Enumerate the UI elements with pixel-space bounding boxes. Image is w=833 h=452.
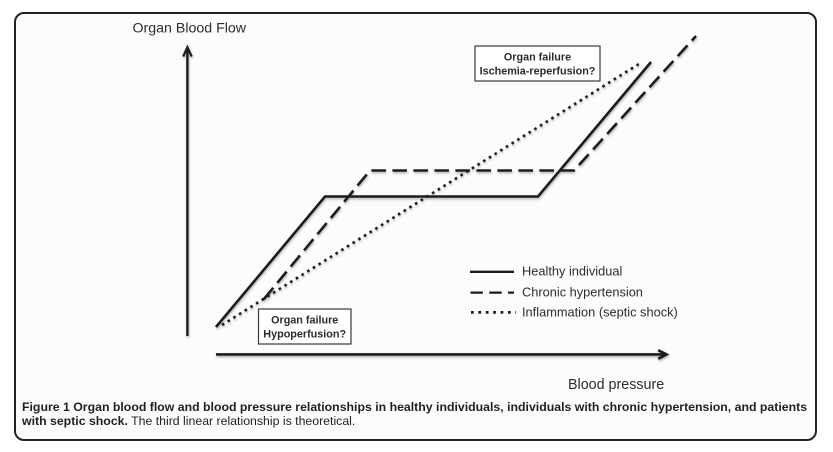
svg-text:Hypoperfusion?: Hypoperfusion? — [263, 329, 346, 341]
svg-text:Chronic hypertension: Chronic hypertension — [522, 284, 643, 299]
svg-text:Organ Blood Flow: Organ Blood Flow — [133, 20, 247, 36]
svg-text:Healthy individual: Healthy individual — [522, 264, 622, 279]
svg-text:Ischemia-reperfusion?: Ischemia-reperfusion? — [480, 66, 596, 78]
svg-text:Organ failure: Organ failure — [504, 52, 571, 64]
svg-text:Organ failure: Organ failure — [271, 315, 338, 327]
svg-text:Inflammation (septic shock): Inflammation (septic shock) — [522, 304, 678, 319]
svg-text:Blood pressure: Blood pressure — [568, 377, 664, 393]
